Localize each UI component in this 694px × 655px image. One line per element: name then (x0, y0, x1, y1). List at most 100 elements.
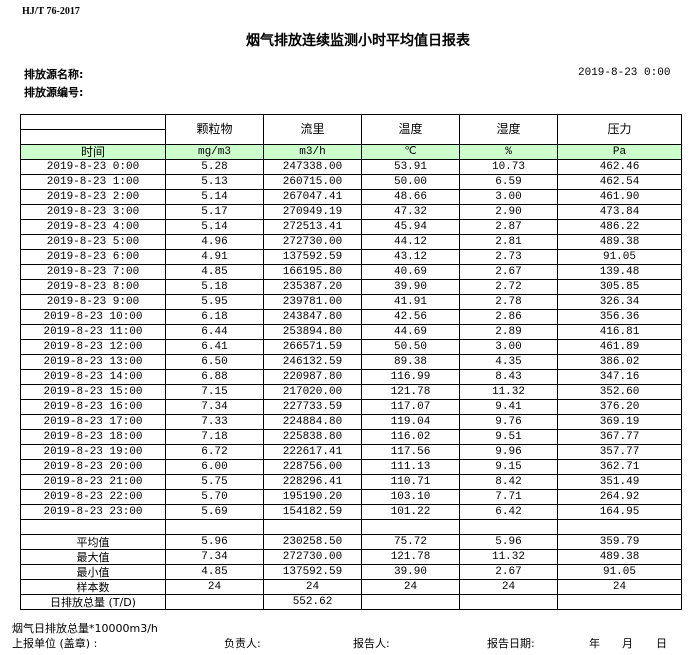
cell-pressure: 362.71 (557, 459, 682, 475)
summary-row: 平均值 5.96 230258.50 75.72 5.96 359.79 (20, 534, 682, 550)
cell-temperature: 41.91 (361, 294, 460, 310)
cell-pressure: 416.81 (557, 324, 682, 340)
unit-flow: m3/h (263, 144, 362, 160)
cell-particulate: 6.41 (165, 339, 264, 355)
cell-flow: 247338.00 (263, 159, 362, 175)
cell-flow: 253894.80 (263, 324, 362, 340)
table-row: 2019-8-23 12:00 6.41 266571.59 50.50 3.00 461… (20, 339, 682, 355)
cell-flow: 272730.00 (263, 549, 362, 565)
cell-temperature: 45.94 (361, 219, 460, 235)
header-pressure: 压力 (557, 114, 682, 145)
cell-particulate: 5.13 (165, 174, 264, 190)
cell-humidity: 4.35 (459, 354, 558, 370)
cell-time: 2019-8-23 1:00 (20, 174, 166, 190)
cell-flow: 266571.59 (263, 339, 362, 355)
cell-humidity: 3.00 (459, 189, 558, 205)
cell-particulate: 5.75 (165, 474, 264, 490)
cell-particulate: 5.14 (165, 189, 264, 205)
table-row: 2019-8-23 6:00 4.91 137592.59 43.12 2.73 91.0… (20, 249, 682, 265)
cell-particulate: 5.96 (165, 534, 264, 550)
cell-pressure: 489.38 (557, 234, 682, 250)
cell-flow: 243847.80 (263, 309, 362, 325)
cell-time: 2019-8-23 0:00 (20, 159, 166, 175)
cell-temperature: 117.56 (361, 444, 460, 460)
cell-flow: 222617.41 (263, 444, 362, 460)
cell-flow (263, 519, 362, 535)
cell-pressure: 357.77 (557, 444, 682, 460)
cell-temperature: 44.12 (361, 234, 460, 250)
table-row: 2019-8-23 18:00 7.18 225838.80 116.02 9.51 36… (20, 429, 682, 445)
cell-temperature: 44.69 (361, 324, 460, 340)
cell-flow: 154182.59 (263, 504, 362, 520)
cell-flow: 552.62 (263, 594, 362, 610)
cell-time: 2019-8-23 17:00 (20, 414, 166, 430)
cell-time: 2019-8-23 16:00 (20, 399, 166, 415)
cell-pressure: 462.46 (557, 159, 682, 175)
cell-temperature: 50.00 (361, 174, 460, 190)
header-flow: 流里 (263, 114, 362, 145)
cell-pressure: 91.05 (557, 249, 682, 265)
cell-flow: 239781.00 (263, 294, 362, 310)
summary-row: 日排放总量 (T/D) 552.62 (20, 594, 682, 610)
cell-flow: 230258.50 (263, 534, 362, 550)
table-row: 2019-8-23 17:00 7.33 224884.80 119.04 9.76 36… (20, 414, 682, 430)
cell-particulate: 5.17 (165, 204, 264, 220)
cell-temperature: 24 (361, 579, 460, 595)
cell-pressure: 91.05 (557, 564, 682, 580)
cell-temperature: 75.72 (361, 534, 460, 550)
cell-temperature: 121.78 (361, 549, 460, 565)
cell-temperature: 47.32 (361, 204, 460, 220)
cell-pressure: 473.84 (557, 204, 682, 220)
cell-humidity: 2.67 (459, 564, 558, 580)
footer-day: 日 (656, 637, 667, 650)
cell-time: 2019-8-23 19:00 (20, 444, 166, 460)
unit-particulate: mg/m3 (165, 144, 264, 160)
header-blank-bottom (20, 129, 166, 145)
cell-particulate: 6.18 (165, 309, 264, 325)
cell-time: 2019-8-23 12:00 (20, 339, 166, 355)
cell-time: 2019-8-23 8:00 (20, 279, 166, 295)
header-temperature: 温度 (361, 114, 460, 145)
cell-pressure: 305.85 (557, 279, 682, 295)
cell-temperature: 40.69 (361, 264, 460, 280)
cell-flow: 246132.59 (263, 354, 362, 370)
cell-flow: 228756.00 (263, 459, 362, 475)
cell-time: 2019-8-23 14:00 (20, 369, 166, 385)
header-blank-top (20, 114, 166, 130)
cell-temperature: 103.10 (361, 489, 460, 505)
cell-humidity: 6.42 (459, 504, 558, 520)
table-row: 2019-8-23 21:00 5.75 228296.41 110.71 8.42 35… (20, 474, 682, 490)
cell-humidity: 9.76 (459, 414, 558, 430)
cell-time: 2019-8-23 22:00 (20, 489, 166, 505)
cell-humidity: 9.96 (459, 444, 558, 460)
cell-humidity: 2.67 (459, 264, 558, 280)
source-name-label: 排放源名称: (24, 68, 84, 81)
cell-temperature: 89.38 (361, 354, 460, 370)
cell-pressure: 462.54 (557, 174, 682, 190)
table-row: 2019-8-23 8:00 5.18 235387.20 39.90 2.72 305.… (20, 279, 682, 295)
cell-temperature (361, 594, 460, 610)
cell-particulate: 5.18 (165, 279, 264, 295)
cell-humidity: 24 (459, 579, 558, 595)
unit-pressure: Pa (557, 144, 682, 160)
cell-humidity: 2.89 (459, 324, 558, 340)
header-particulate: 颗粒物 (165, 114, 264, 145)
summary-row: 最小值 4.85 137592.59 39.90 2.67 91.05 (20, 564, 682, 580)
standard-code: HJ/T 76-2017 (22, 6, 80, 17)
cell-pressure: 486.22 (557, 219, 682, 235)
cell-time: 2019-8-23 7:00 (20, 264, 166, 280)
cell-flow: 267047.41 (263, 189, 362, 205)
table-row: 2019-8-23 5:00 4.96 272730.00 44.12 2.81 489.… (20, 234, 682, 250)
table-row: 2019-8-23 15:00 7.15 217020.00 121.78 11.32 3… (20, 384, 682, 400)
unit-humidity: % (459, 144, 558, 160)
cell-flow: 217020.00 (263, 384, 362, 400)
cell-temperature: 48.66 (361, 189, 460, 205)
cell-time: 日排放总量 (T/D) (20, 594, 166, 610)
footer-year: 年 (589, 637, 600, 650)
cell-pressure: 326.34 (557, 294, 682, 310)
cell-humidity: 3.00 (459, 339, 558, 355)
cell-time: 2019-8-23 15:00 (20, 384, 166, 400)
cell-particulate (165, 519, 264, 535)
unit-temperature: ℃ (361, 144, 460, 160)
table-row: 2019-8-23 0:00 5.28 247338.00 53.91 10.73 462… (20, 159, 682, 175)
